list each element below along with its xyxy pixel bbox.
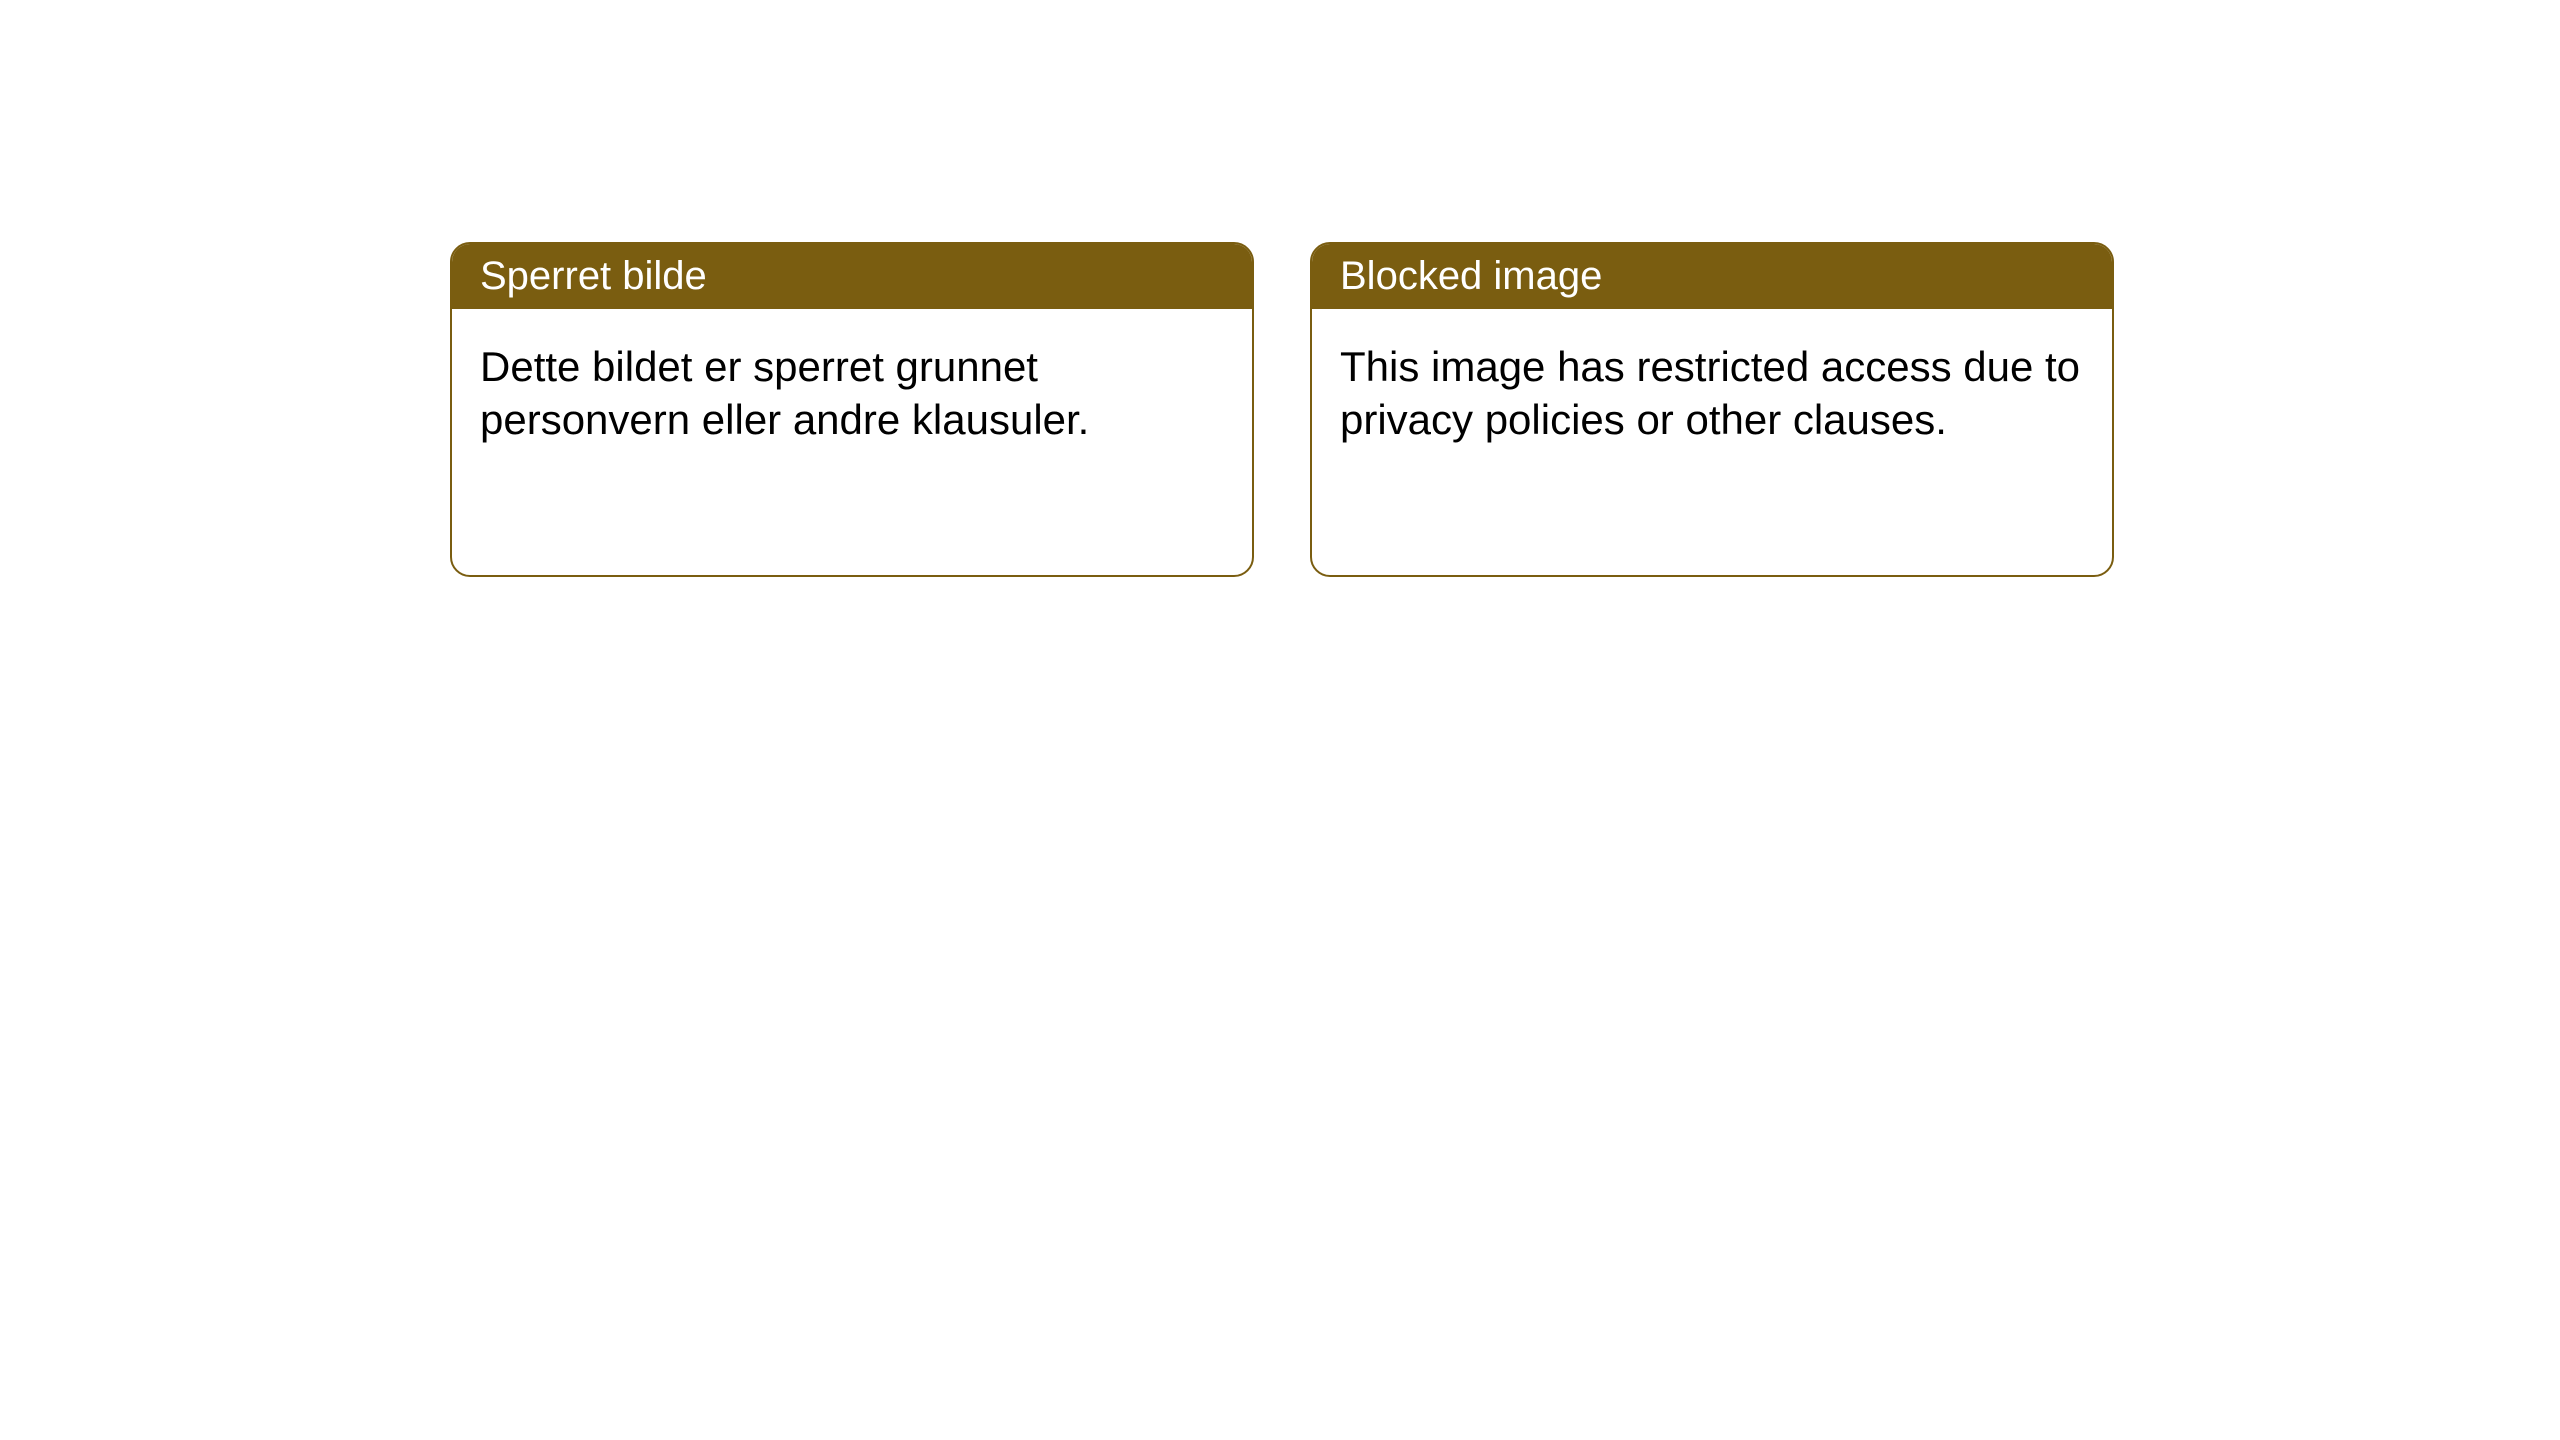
notice-container: Sperret bilde Dette bildet er sperret gr… xyxy=(0,0,2560,577)
blocked-image-card-no: Sperret bilde Dette bildet er sperret gr… xyxy=(450,242,1254,577)
card-title: Blocked image xyxy=(1312,244,2112,309)
card-title: Sperret bilde xyxy=(452,244,1252,309)
card-body-text: This image has restricted access due to … xyxy=(1312,309,2112,478)
card-body-text: Dette bildet er sperret grunnet personve… xyxy=(452,309,1252,478)
blocked-image-card-en: Blocked image This image has restricted … xyxy=(1310,242,2114,577)
